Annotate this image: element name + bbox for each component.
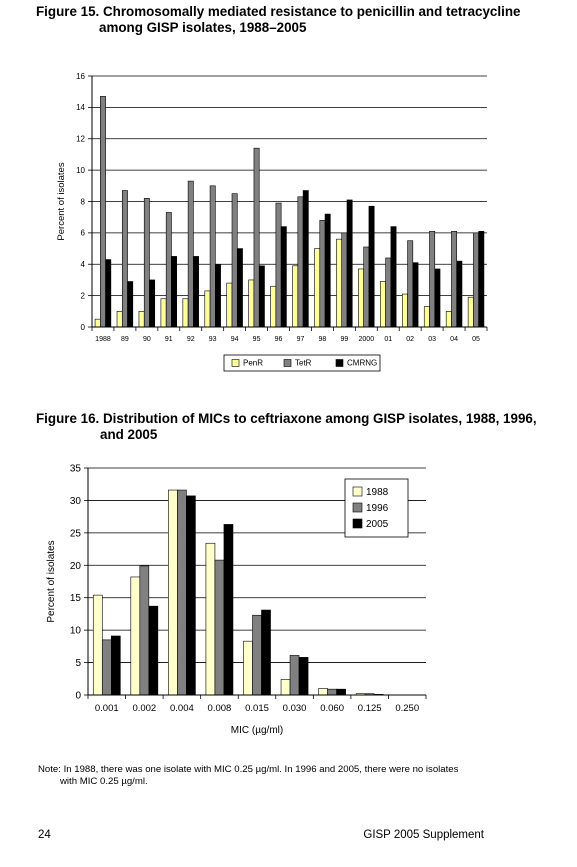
legend-swatch-1988	[352, 486, 363, 497]
x-tick-label: 2000	[359, 336, 375, 343]
x-tick-label: 90	[143, 336, 151, 343]
y-tick-label: 0	[75, 691, 81, 702]
x-tick-label: 93	[209, 336, 217, 343]
x-axis-label: MIC (µg/ml)	[231, 725, 283, 736]
x-tick-label: 01	[384, 336, 392, 343]
x-tick-label: 0.008	[208, 703, 232, 714]
bar-2005	[298, 657, 309, 696]
x-tick-label: 03	[428, 336, 436, 343]
figure-15-title-line-1: Figure 15. Chromosomally mediated resist…	[36, 4, 521, 19]
bar-2005	[148, 605, 159, 696]
bar-2005	[336, 688, 346, 696]
x-tick-label: 99	[340, 336, 348, 343]
x-tick-label: 96	[275, 336, 283, 343]
publication-name: GISP 2005 Supplement	[363, 829, 484, 841]
bar-1988	[243, 640, 253, 696]
legend-box	[223, 354, 381, 372]
y-tick-label: 10	[70, 626, 82, 637]
bar-1988	[130, 576, 141, 696]
y-axis-label: Percent of isolates	[46, 540, 57, 622]
legend-swatch-2005	[352, 518, 363, 529]
y-axis-label: Percent of isolates	[56, 162, 67, 240]
y-tick-label: 30	[70, 496, 82, 507]
x-tick-label: 0.060	[320, 703, 344, 714]
footnote-line-2: with MIC 0.25 µg/ml.	[60, 776, 148, 787]
footnote-line-1: Note: In 1988, there was one isolate wit…	[38, 764, 459, 775]
x-tick-label: 0.015	[245, 703, 269, 714]
x-tick-label: 97	[297, 336, 305, 343]
bar-2005	[261, 609, 271, 696]
bar-1988	[205, 542, 216, 696]
bar-1996	[252, 614, 262, 696]
x-tick-label: 02	[406, 336, 414, 343]
x-tick-label: 98	[319, 336, 327, 343]
legend-label-1988: 1988	[366, 487, 389, 498]
legend-swatch-cmrng	[335, 359, 344, 367]
y-tick-label: 12	[76, 135, 85, 144]
footnote: Note: In 1988, there was one isolate wit…	[38, 764, 558, 788]
x-tick-label: 04	[450, 336, 458, 343]
legend-swatch-penr	[231, 359, 240, 367]
bar-1996	[214, 559, 225, 696]
figure-16-title-line-1: Figure 16. Distribution of MICs to ceftr…	[36, 411, 537, 426]
figure-16-title-line-2: and 2005	[100, 427, 158, 442]
figure-16-title: Figure 16. Distribution of MICs to ceftr…	[36, 411, 537, 443]
x-tick-label: 91	[165, 336, 173, 343]
x-tick-label: 0.125	[358, 703, 382, 714]
bar-1996	[139, 565, 150, 696]
legend-label-1996: 1996	[366, 503, 389, 514]
y-tick-label: 15	[70, 593, 82, 604]
bar-1996	[327, 688, 337, 696]
y-tick-label: 6	[81, 229, 86, 238]
x-tick-label: 94	[231, 336, 239, 343]
legend-swatch-1996	[352, 502, 363, 513]
y-tick-label: 0	[81, 323, 86, 332]
bar-1996	[177, 489, 187, 696]
x-tick-label: 0.030	[283, 703, 307, 714]
y-tick-label: 35	[70, 464, 82, 475]
y-tick-label: 25	[70, 528, 82, 539]
x-tick-label: 89	[121, 336, 129, 343]
legend-label-penr: PenR	[243, 359, 263, 368]
x-tick-label: 92	[187, 336, 195, 343]
bar-1988	[280, 679, 291, 696]
x-tick-label: 0.004	[170, 703, 194, 714]
y-tick-label: 2	[81, 291, 86, 300]
x-tick-label: 05	[472, 336, 480, 343]
x-tick-label: 0.001	[95, 703, 119, 714]
bar-1988	[318, 688, 328, 696]
legend-label-tetr: TetR	[295, 359, 312, 368]
y-tick-label: 10	[76, 166, 85, 175]
figure-15-title-line-2: among GISP isolates, 1988–2005	[99, 20, 307, 35]
x-tick-label: 1988	[95, 336, 111, 343]
bar-1988	[92, 594, 103, 696]
legend-label-cmrng: CMRNG	[347, 359, 377, 368]
page-number: 24	[38, 829, 51, 841]
legend-swatch-tetr	[283, 359, 292, 367]
bar-1996	[289, 655, 300, 696]
y-tick-label: 4	[81, 260, 86, 269]
bar-1996	[101, 639, 112, 696]
y-tick-label: 14	[76, 103, 85, 112]
x-tick-label: 0.002	[132, 703, 156, 714]
y-tick-label: 20	[70, 561, 82, 572]
legend-label-2005: 2005	[366, 519, 389, 530]
bar-1988	[168, 489, 178, 696]
x-tick-label: 0.250	[395, 703, 419, 714]
y-tick-label: 8	[81, 197, 86, 206]
y-tick-label: 16	[76, 72, 85, 81]
y-tick-label: 5	[75, 658, 81, 669]
bar-2005	[110, 635, 121, 696]
figure-15-title: Figure 15. Chromosomally mediated resist…	[36, 4, 520, 36]
x-tick-label: 95	[253, 336, 261, 343]
bar-2005	[186, 495, 196, 696]
bar-2005	[223, 524, 234, 696]
